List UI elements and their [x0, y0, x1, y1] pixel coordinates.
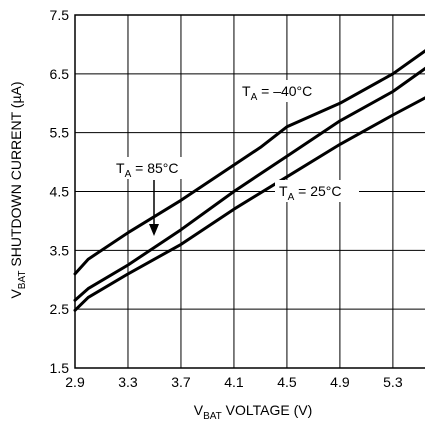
series-line-2 [73, 96, 425, 312]
y-tick-label: 7.5 [50, 7, 70, 23]
annotation-85c: TA = 85°C [112, 157, 194, 180]
series-line-0 [73, 49, 425, 276]
annotation-85c-arrow [149, 180, 159, 236]
x-tick-labels: 2.9 3.3 3.7 4.1 4.5 4.9 5.3 [65, 374, 403, 390]
x-tick-label: 4.1 [224, 374, 244, 390]
svg-text:TA = 25°C: TA = 25°C [279, 183, 341, 203]
grid [75, 15, 425, 368]
y-tick-label: 6.5 [50, 66, 70, 82]
x-tick-label: 2.9 [65, 374, 85, 390]
y-tick-labels: 1.5 2.5 3.5 4.5 5.5 6.5 7.5 [50, 7, 70, 376]
x-axis-title: VBAT VOLTAGE (V) [194, 402, 313, 422]
x-tick-label: 5.3 [383, 374, 403, 390]
y-tick-label: 2.5 [50, 301, 70, 317]
x-tick-label: 3.7 [171, 374, 191, 390]
annotation-minus-40c: TA = –40°C [238, 80, 334, 103]
annotation-25c: TA = 25°C [275, 180, 359, 203]
y-tick-label: 4.5 [50, 184, 70, 200]
plot-frame [74, 14, 425, 369]
svg-text:TA = 85°C: TA = 85°C [116, 160, 178, 180]
y-axis-title: VBAT SHUTDOWN CURRENT (µA) [8, 81, 28, 298]
series-lines [73, 49, 425, 312]
x-tick-label: 3.3 [118, 374, 138, 390]
svg-text:TA = –40°C: TA = –40°C [242, 83, 312, 103]
series-line-1 [73, 66, 425, 302]
y-tick-label: 5.5 [50, 125, 70, 141]
y-tick-label: 3.5 [50, 242, 70, 258]
x-tick-label: 4.5 [277, 374, 297, 390]
x-tick-label: 4.9 [330, 374, 350, 390]
y-tick-label: 1.5 [50, 360, 70, 376]
